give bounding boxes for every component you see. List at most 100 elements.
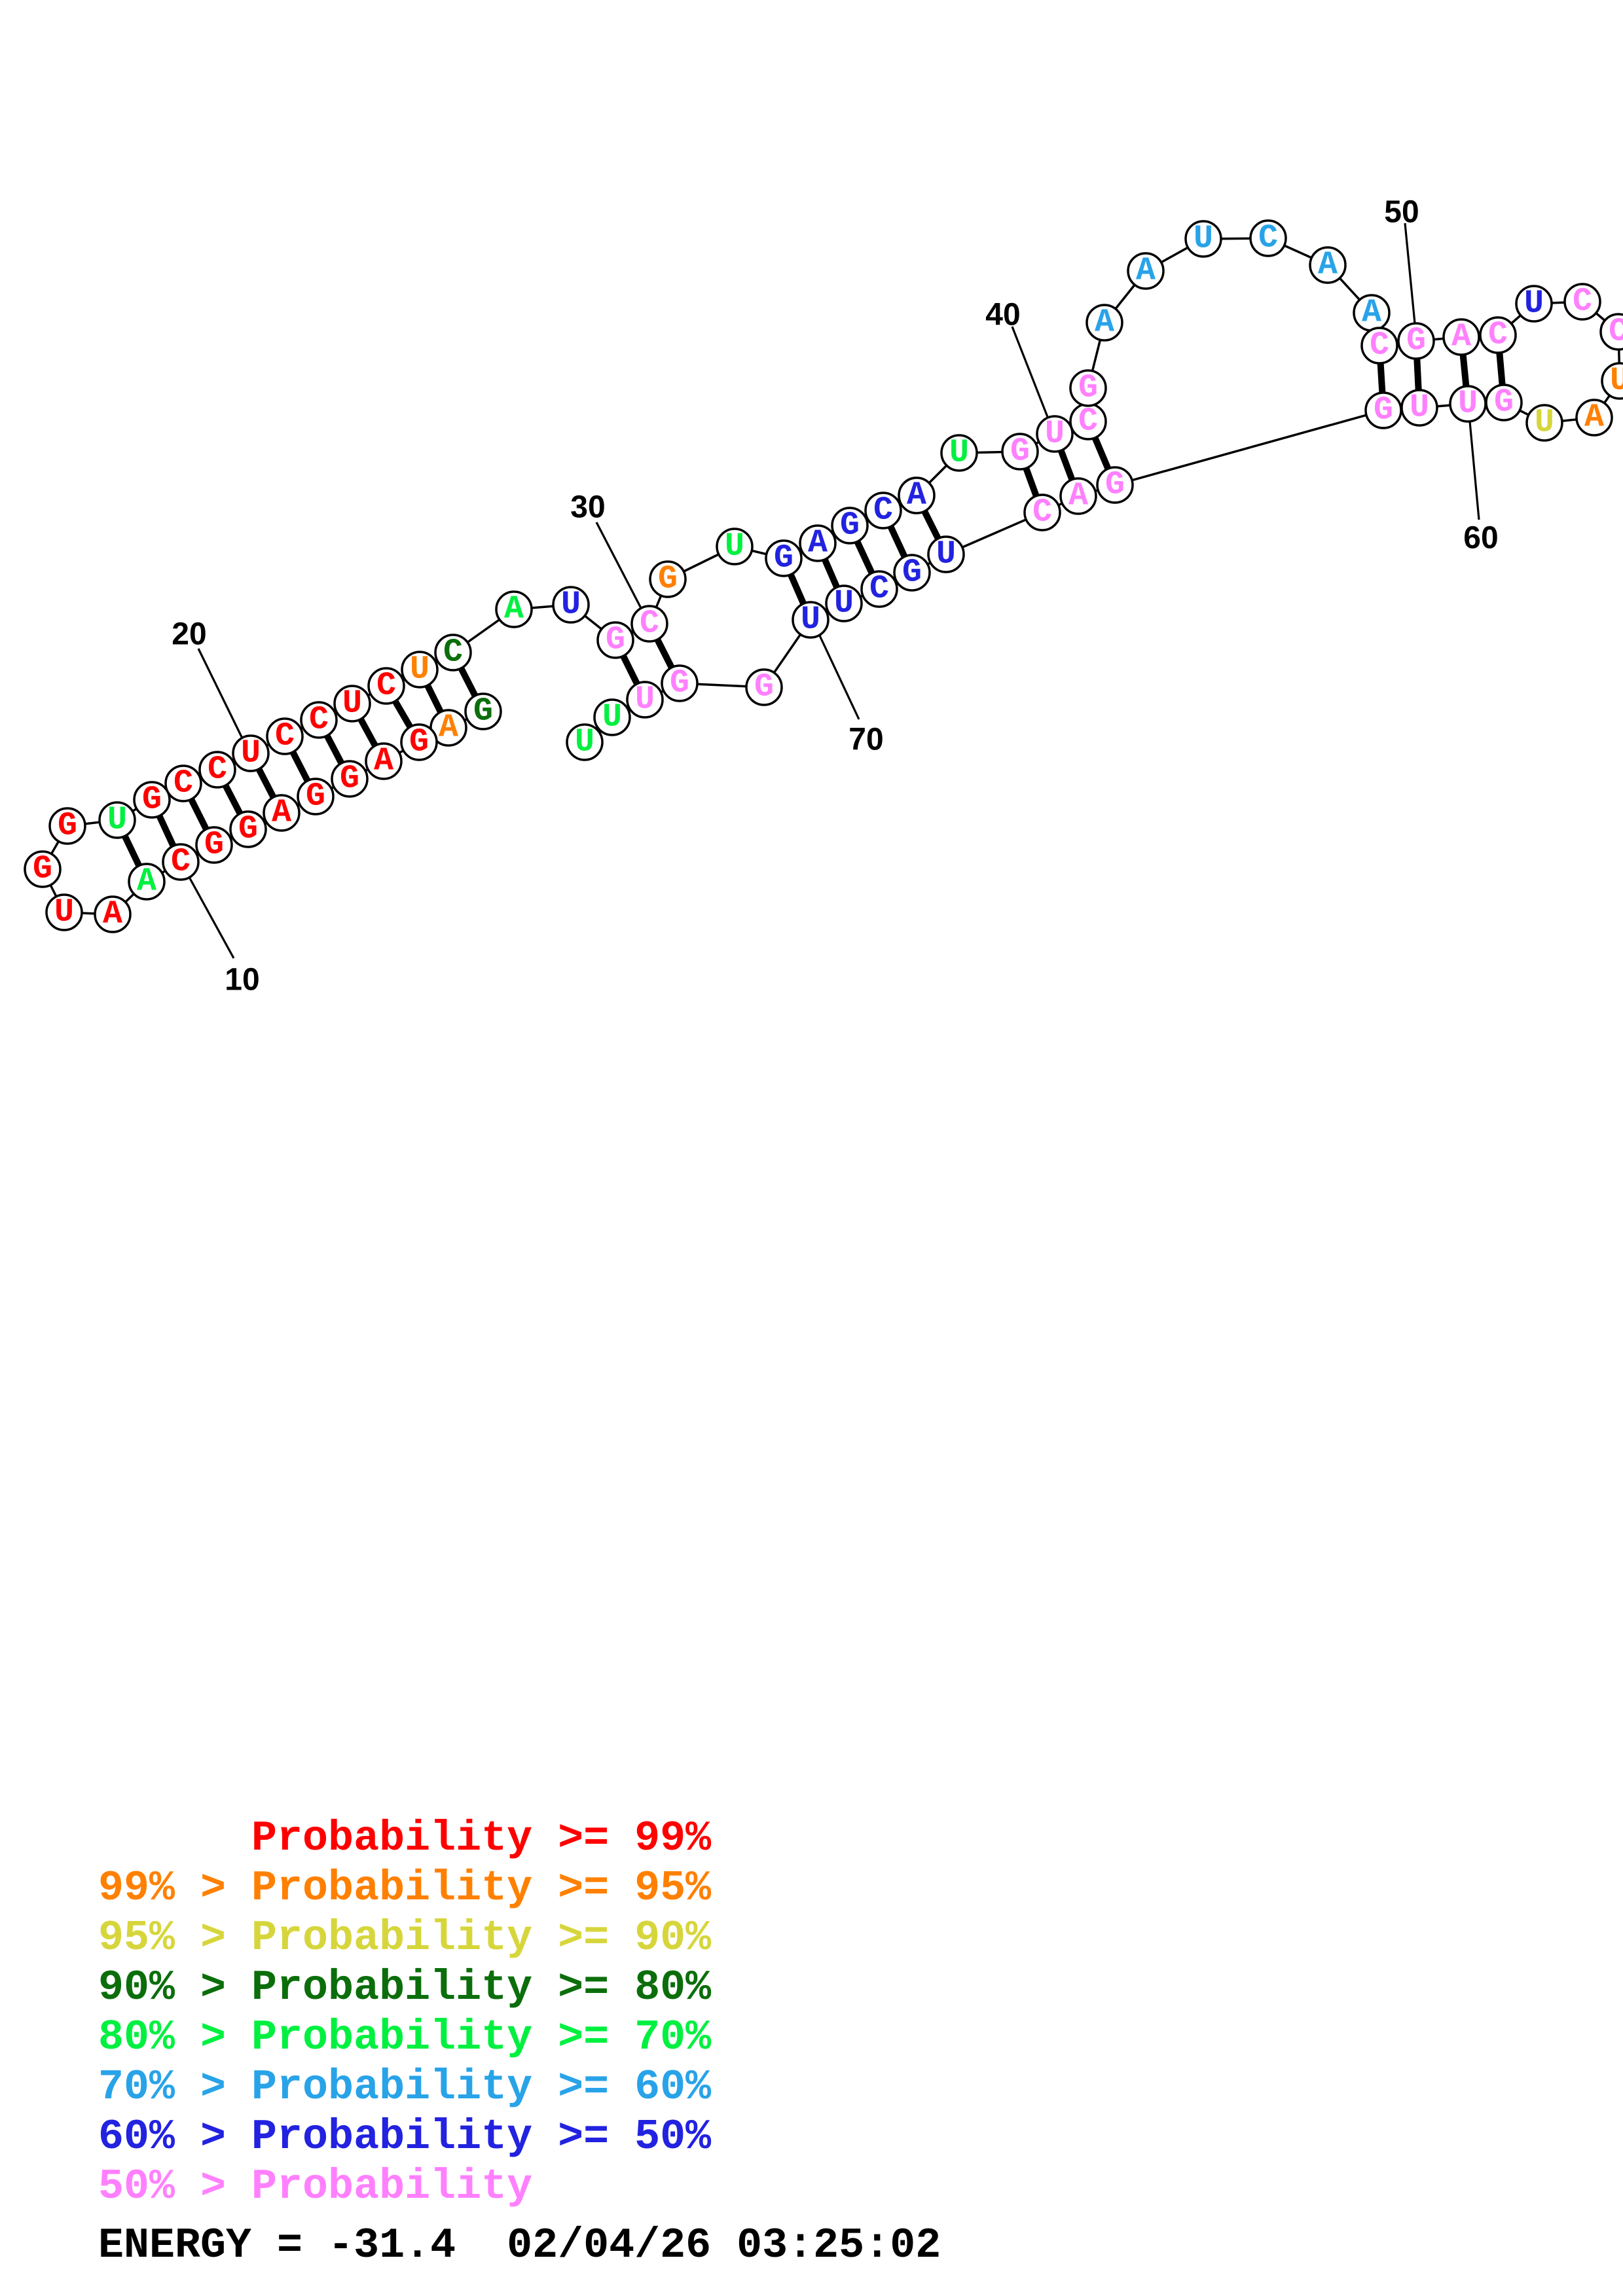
nucleotide-base: C: [869, 571, 889, 608]
nucleotide-circle: [927, 535, 965, 573]
nucleotide-circle: [464, 692, 502, 730]
position-label: 60: [1463, 521, 1498, 556]
legend-row-90-95: 95% > Probability >= 90%: [98, 1914, 712, 1962]
nucleotide-base: C: [1609, 314, 1623, 351]
nucleotide-base: U: [410, 651, 429, 689]
nucleotide-base: U: [936, 536, 956, 573]
nucleotide-circle: [1601, 362, 1623, 400]
nucleotide-circle: [831, 507, 869, 545]
nucleotide-base: A: [137, 863, 156, 901]
nucleotide-circle: [893, 554, 931, 592]
nucleotide-circle: [552, 586, 590, 624]
nucleotide-circle: [94, 895, 132, 933]
energy-timestamp-line: ENERGY = -31.4 02/04/26 03:25:02: [98, 2221, 941, 2270]
nucleotide-base: G: [754, 669, 774, 706]
nucleotide-circle: [164, 764, 202, 802]
nucleotide-base: A: [272, 795, 291, 832]
nucleotide-base: G: [670, 665, 689, 702]
nucleotide-circle: [162, 843, 200, 881]
nucleotide-circle: [365, 742, 403, 780]
nucleotide-base: C: [275, 718, 295, 755]
nucleotide-base: C: [1032, 494, 1052, 531]
nucleotide-base: G: [606, 622, 625, 659]
nucleotide-circle: [198, 751, 236, 789]
nucleotide-base: G: [33, 851, 52, 888]
nucleotide-base: G: [1494, 384, 1514, 422]
nucleotide-circle: [626, 681, 664, 719]
legend-row-70-80: 80% > Probability >= 70%: [98, 2013, 712, 2062]
nucleotide-circle: [825, 584, 863, 622]
nucleotide-circle: [232, 734, 270, 772]
nucleotide-base: C: [309, 702, 329, 739]
nucleotide-base: U: [949, 435, 969, 472]
nucleotide-circle: [495, 590, 533, 628]
nucleotide-base: G: [774, 540, 793, 577]
legend-row-60-70: 70% > Probability >= 60%: [98, 2063, 712, 2111]
nucleotide-circle: [1525, 404, 1563, 442]
nucleotide-base: G: [1406, 323, 1426, 360]
position-label: 30: [570, 490, 605, 525]
nucleotide-base: U: [1535, 404, 1554, 442]
nucleotide-circle: [1036, 415, 1074, 453]
nucleotide-base: C: [1078, 403, 1098, 440]
nucleotide-circle: [799, 524, 837, 562]
nucleotide-circle: [434, 634, 472, 672]
nucleotide-base: A: [439, 709, 458, 747]
legend-row-50-60: 60% > Probability >= 50%: [98, 2113, 712, 2161]
nucleotide-base: U: [1410, 389, 1429, 427]
nucleotide-base: U: [241, 735, 261, 772]
nucleotide-base: C: [1370, 327, 1389, 365]
nucleotide-circle: [195, 826, 233, 864]
nucleotide-circle: [792, 601, 830, 639]
position-label-line: [1468, 421, 1480, 520]
nucleotide-circle: [331, 760, 369, 798]
nucleotide-circle: [1249, 219, 1287, 257]
nucleotide-base: A: [907, 477, 926, 514]
nucleotide-circle: [128, 863, 166, 901]
nucleotide-circle: [745, 668, 783, 706]
nucleotide-base: C: [1258, 220, 1278, 257]
nucleotide-base: U: [1524, 285, 1544, 323]
nucleotide-base: U: [342, 685, 362, 723]
nucleotide-circle: [593, 698, 631, 736]
nucleotide-base: A: [1136, 253, 1156, 290]
backbone-segment: [1114, 409, 1384, 486]
nucleotide-circle: [1360, 327, 1398, 365]
nucleotide-circle: [1515, 285, 1553, 323]
nucleotide-circle: [1069, 369, 1107, 407]
position-label-line: [1404, 223, 1416, 324]
nucleotide-circle: [1127, 252, 1165, 290]
nucleotide-circle: [649, 560, 687, 598]
nucleotide-base: C: [208, 751, 227, 789]
nucleotide-circle: [229, 810, 267, 848]
nucleotide-base: G: [1010, 433, 1030, 471]
nucleotide-base: G: [840, 507, 860, 545]
nucleotide-base: G: [1105, 467, 1125, 504]
nucleotide-circle: [661, 664, 699, 702]
nucleotide-base: U: [54, 894, 74, 931]
nucleotide-circle: [133, 781, 171, 819]
nucleotide-circle: [596, 621, 634, 659]
nucleotide-base: A: [103, 896, 122, 933]
nucleotide-base: C: [1488, 317, 1508, 354]
legend-row-80-90: 90% > Probability >= 80%: [98, 1964, 712, 2012]
position-label-line: [197, 648, 246, 744]
legend-row-lt50: 50% > Probability: [98, 2162, 533, 2211]
nucleotide-base: C: [173, 765, 193, 802]
nucleotide-base: U: [602, 699, 622, 736]
nucleotide-circle: [1001, 433, 1039, 471]
nucleotide-base: G: [58, 808, 77, 845]
nucleotide-base: G: [1374, 392, 1393, 429]
nucleotide-circle: [1449, 385, 1487, 423]
nucleotide-base: G: [658, 561, 678, 598]
nucleotide-base: U: [575, 724, 594, 761]
nucleotide-circle: [864, 492, 902, 529]
nucleotide-circle: [297, 778, 335, 816]
nucleotide-circle: [263, 794, 301, 832]
nucleotide-circle: [48, 807, 86, 845]
nucleotide-circle: [24, 850, 62, 888]
nucleotide-base: G: [409, 724, 429, 761]
nucleotide-base: C: [376, 668, 396, 705]
nucleotide-circle: [1096, 466, 1134, 504]
